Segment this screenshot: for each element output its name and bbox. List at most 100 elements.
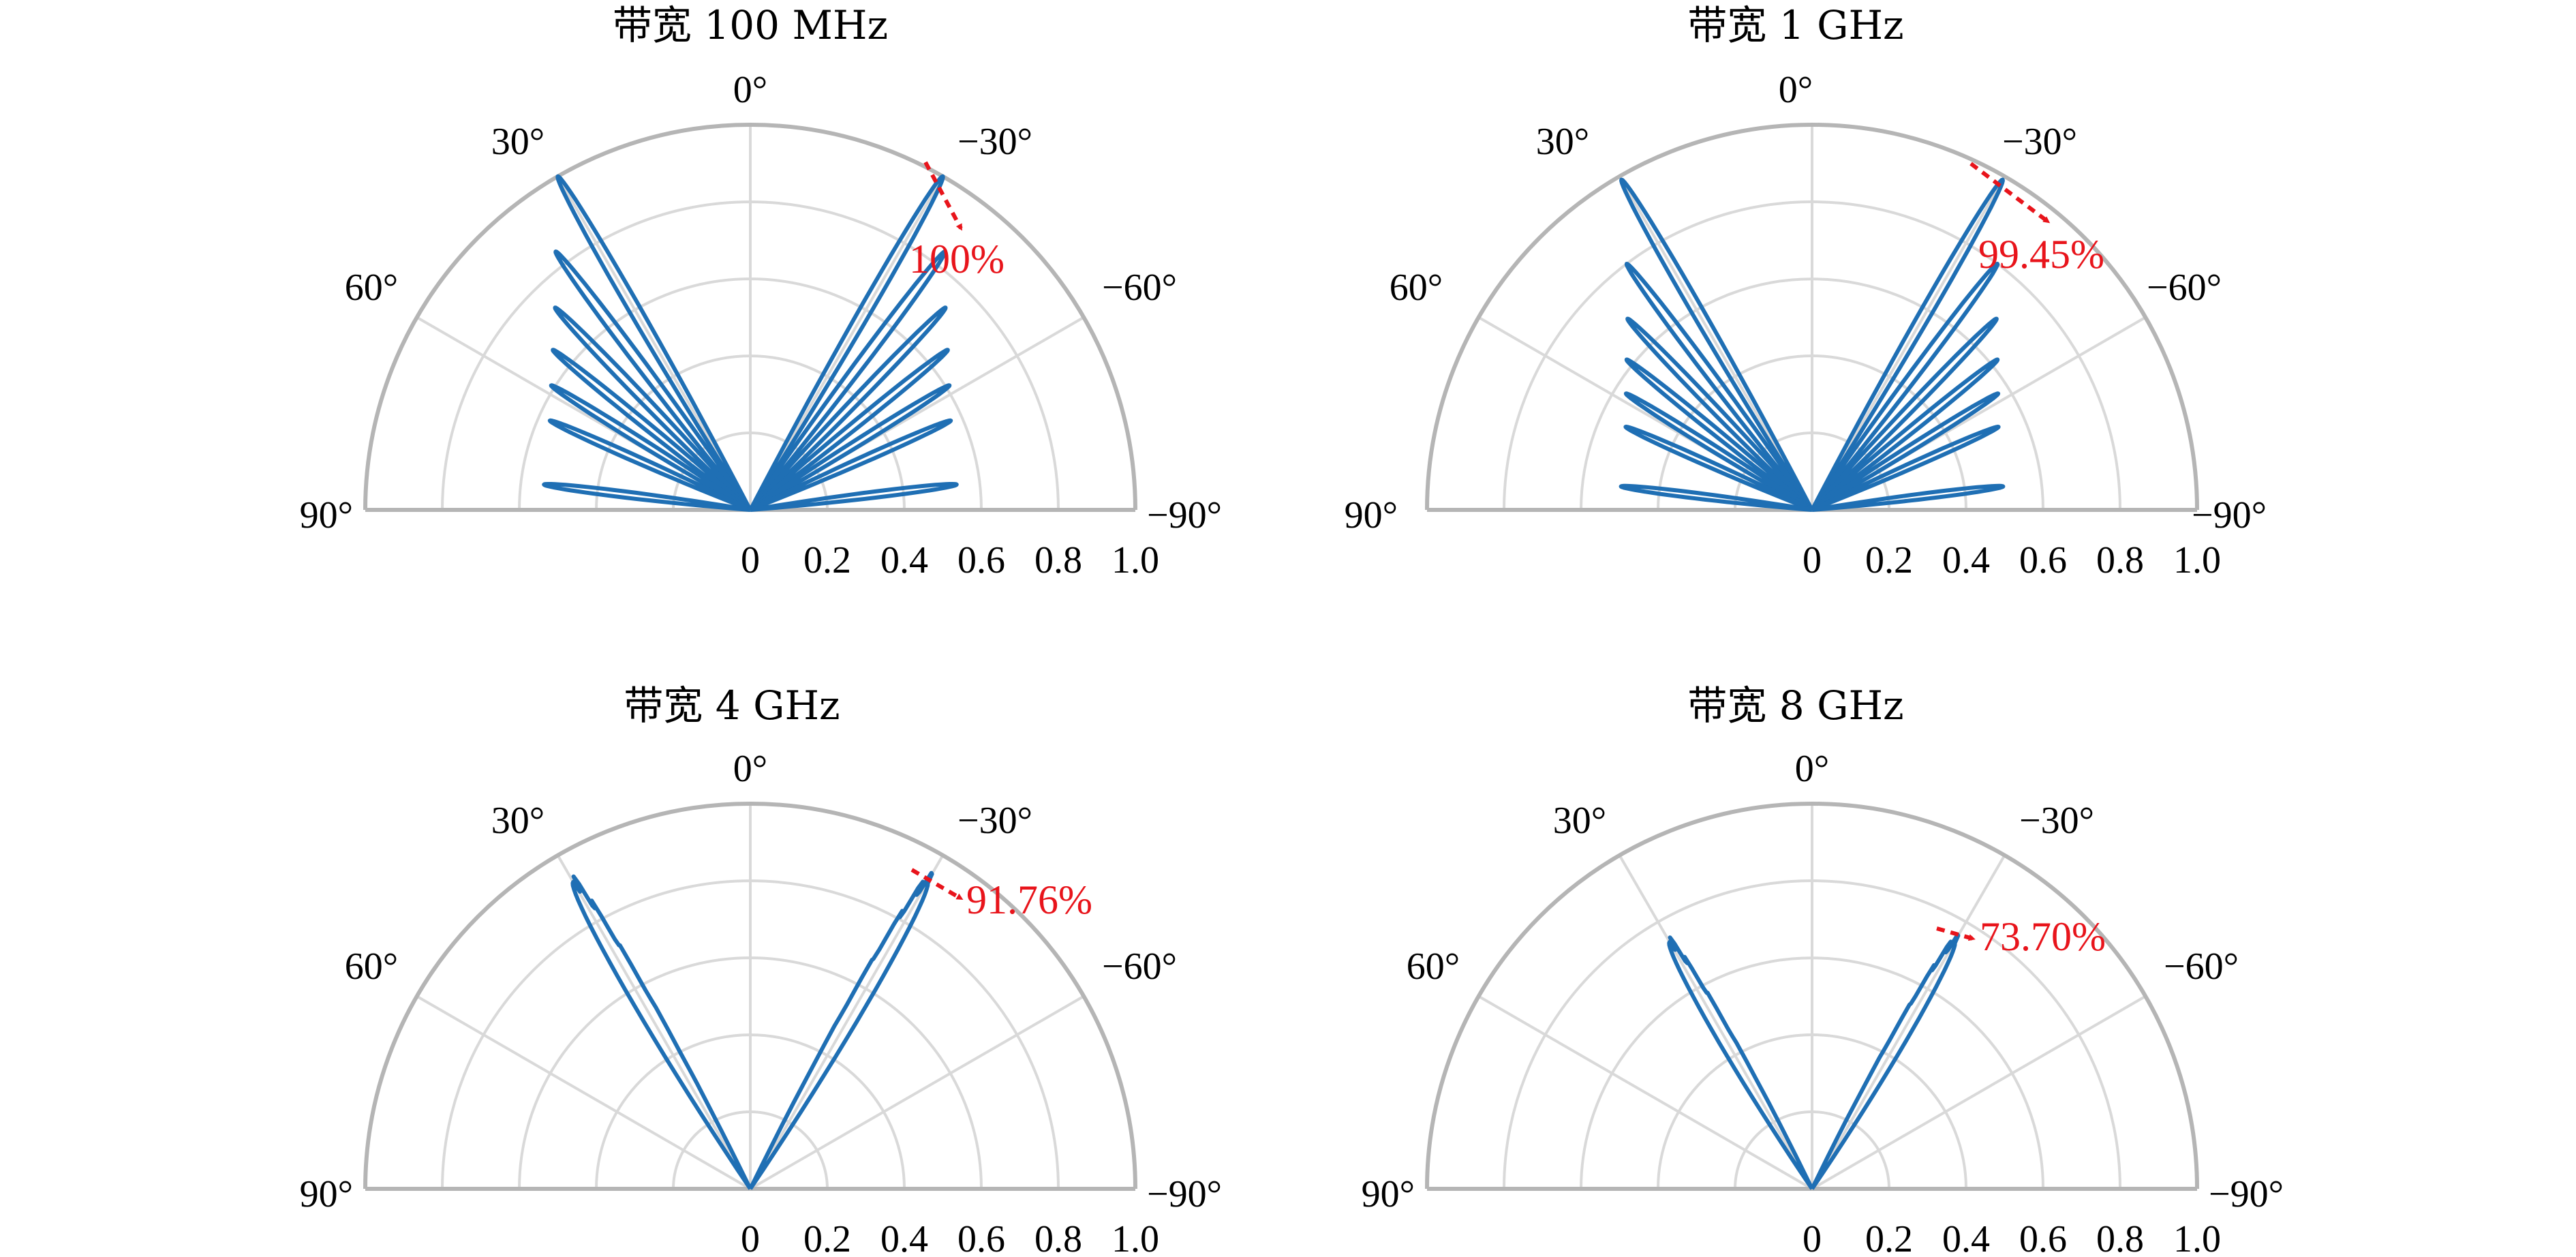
- beam-lobe-2: [570, 874, 752, 1190]
- r-tick-0-6: 0.6: [957, 1218, 1005, 1257]
- r-tick-0-4: 0.4: [1942, 1218, 1990, 1257]
- chart-title: 带宽 1 GHz: [1687, 2, 1903, 48]
- beam-lobe-11: [551, 348, 752, 512]
- beam-lobe-11: [1624, 357, 1813, 512]
- theta-tick-labels: 0° 30° −30° 60° −60° 90° −90°: [1345, 69, 2267, 536]
- chart-title: 带宽 100 MHz: [613, 2, 888, 48]
- theta-tick-neg60: −60°: [2147, 267, 2222, 309]
- peak-annotation: 100%: [909, 161, 1005, 282]
- r-tick-0: 0: [741, 539, 760, 581]
- beam-lobe-1: [1810, 177, 2005, 511]
- beam-lobe-12: [1623, 391, 1813, 512]
- theta-tick-60: 60°: [345, 267, 398, 309]
- grid-spoke: [749, 175, 945, 511]
- r-tick-0-8: 0.8: [2096, 539, 2144, 581]
- peak-annotation: 73.70%: [1936, 914, 2106, 959]
- beam-lobe-5: [1811, 391, 2001, 512]
- grid-spoke: [749, 995, 1085, 1190]
- theta-tick-neg30: −30°: [2019, 800, 2094, 842]
- r-tick-1-0: 1.0: [1111, 539, 1159, 581]
- beam-lobe-3: [748, 305, 948, 512]
- beam-lobe-1: [748, 870, 934, 1190]
- theta-tick-labels: 0° 30° −30° 60° −60° 90° −90°: [1362, 748, 2284, 1215]
- r-tick-0-8: 0.8: [1034, 1218, 1082, 1257]
- beam-lobe-7: [1811, 483, 2006, 512]
- theta-tick-neg90: −90°: [2209, 1173, 2284, 1215]
- grid-spoke: [749, 854, 945, 1190]
- theta-tick-neg30: −30°: [957, 121, 1032, 163]
- beam-lobe-6: [1811, 425, 2001, 512]
- theta-tick-90: 90°: [300, 494, 353, 536]
- r-tick-0-4: 0.4: [880, 539, 928, 581]
- beam-lobe-6: [749, 418, 953, 512]
- beam-lobe-7: [750, 482, 959, 512]
- theta-tick-90: 90°: [1362, 1173, 1415, 1215]
- annotation-label: 100%: [909, 237, 1005, 282]
- theta-tick-90: 90°: [1345, 494, 1398, 536]
- polar-panel-8ghz: 带宽 8 GHz 0° 30° −30° 60° −60° 90° −90° 0…: [1362, 682, 2284, 1257]
- r-tick-0-2: 0.2: [1865, 1218, 1913, 1257]
- outer-arc: [363, 123, 1137, 511]
- r-tick-1-0: 1.0: [2173, 1218, 2221, 1257]
- annotation-label: 73.70%: [1980, 914, 2106, 959]
- annotation-arrow: [923, 161, 963, 231]
- polar-grid: [1425, 123, 2199, 512]
- grid-spoke: [416, 995, 751, 1190]
- grid-spoke: [1618, 854, 1813, 1190]
- beam-pattern-series: [542, 174, 959, 512]
- theta-tick-neg30: −30°: [2002, 121, 2077, 163]
- theta-tick-60: 60°: [1407, 945, 1460, 988]
- r-tick-0-6: 0.6: [2019, 539, 2067, 581]
- theta-tick-neg60: −60°: [2164, 945, 2239, 988]
- polar-grid: [363, 123, 1137, 512]
- peak-annotation: 91.76%: [910, 868, 1092, 922]
- beam-lobe-4: [749, 348, 950, 512]
- theta-tick-neg90: −90°: [1147, 1173, 1222, 1215]
- beam-lobe-4: [1811, 357, 2000, 512]
- polar-grid: [1425, 802, 2199, 1191]
- r-tick-labels: 0 0.2 0.4 0.6 0.8 1.0: [1803, 1218, 2221, 1257]
- theta-tick-neg90: −90°: [2192, 494, 2267, 536]
- polar-panel-1ghz: 带宽 1 GHz 0° 30° −30° 60° −60° 90° −90° 0…: [1345, 2, 2267, 581]
- outer-arc: [1425, 802, 2199, 1190]
- r-tick-0-6: 0.6: [957, 539, 1005, 581]
- theta-tick-0: 0°: [1779, 69, 1813, 111]
- theta-tick-0: 0°: [733, 69, 767, 111]
- theta-tick-90: 90°: [300, 1173, 353, 1215]
- beam-lobe-9: [1624, 262, 1814, 511]
- annotation-arrow: [910, 868, 964, 900]
- beam-lobe-1: [1810, 933, 1961, 1190]
- beam-lobe-14: [542, 482, 751, 512]
- beam-lobe-8: [1619, 177, 1814, 511]
- beam-lobe-2: [1667, 935, 1814, 1190]
- grid-spoke: [1811, 995, 2147, 1190]
- chart-title: 带宽 4 GHz: [624, 682, 840, 729]
- beam-lobe-10: [1625, 316, 1814, 512]
- annotation-arrow: [1936, 926, 1976, 941]
- theta-tick-labels: 0° 30° −30° 60° −60° 90° −90°: [300, 69, 1222, 536]
- r-tick-0-2: 0.2: [1865, 539, 1913, 581]
- annotation-arrow: [1969, 162, 2051, 224]
- theta-tick-60: 60°: [345, 945, 398, 988]
- grid-spoke: [1477, 995, 1813, 1190]
- beam-lobe-10: [553, 305, 752, 512]
- r-tick-labels: 0 0.2 0.4 0.6 0.8 1.0: [741, 539, 1159, 581]
- r-tick-1-0: 1.0: [2173, 539, 2221, 581]
- r-tick-0-4: 0.4: [1942, 539, 1990, 581]
- theta-tick-neg60: −60°: [1102, 945, 1177, 988]
- r-tick-0-8: 0.8: [2096, 1218, 2144, 1257]
- r-tick-0: 0: [1803, 539, 1822, 581]
- annotation-label: 99.45%: [1978, 232, 2104, 277]
- polar-panel-100mhz: 带宽 100 MHz 0° 30° −30° 60° −60° 90° −90°…: [300, 2, 1222, 581]
- theta-tick-0: 0°: [733, 748, 767, 790]
- r-tick-0-2: 0.2: [803, 539, 851, 581]
- r-tick-1-0: 1.0: [1111, 1218, 1159, 1257]
- r-tick-0-4: 0.4: [880, 1218, 928, 1257]
- beam-lobe-13: [1623, 425, 1813, 512]
- beam-lobe-5: [749, 383, 952, 512]
- beam-lobe-13: [547, 418, 752, 512]
- theta-tick-30: 30°: [1536, 121, 1589, 163]
- r-tick-labels: 0 0.2 0.4 0.6 0.8 1.0: [741, 1218, 1159, 1257]
- theta-tick-30: 30°: [1553, 800, 1606, 842]
